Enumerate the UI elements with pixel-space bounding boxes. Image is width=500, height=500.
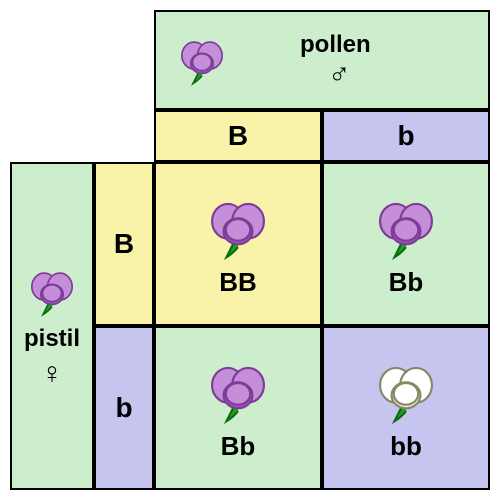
flower-icon xyxy=(370,191,442,263)
genotype-label: BB xyxy=(219,267,257,298)
cell-bb: bb xyxy=(322,326,490,490)
male-symbol-icon: ♂ xyxy=(328,59,351,89)
header-pollen: pollen ♂ xyxy=(154,10,490,110)
genotype-label: Bb xyxy=(221,431,256,462)
allele-label: B xyxy=(114,228,134,260)
female-symbol-icon: ♀ xyxy=(41,359,64,389)
flower-icon xyxy=(370,355,442,427)
cell-Bb-top: Bb xyxy=(322,162,490,326)
row-header-b: b xyxy=(94,326,154,490)
col-header-B: B xyxy=(154,110,322,162)
flower-icon xyxy=(202,191,274,263)
cell-Bb-left: Bb xyxy=(154,326,322,490)
cell-BB: BB xyxy=(154,162,322,326)
row-header-B: B xyxy=(94,162,154,326)
flower-icon xyxy=(202,355,274,427)
allele-label: B xyxy=(228,120,248,152)
flower-icon xyxy=(24,263,80,319)
col-header-b: b xyxy=(322,110,490,162)
flower-icon xyxy=(174,32,230,88)
genotype-label: bb xyxy=(390,431,422,462)
allele-label: b xyxy=(397,120,414,152)
allele-label: b xyxy=(115,392,132,424)
pistil-label: pistil xyxy=(24,325,80,353)
header-pistil: pistil ♀ xyxy=(10,162,94,490)
punnett-square: pollen ♂ B b pistil ♀ B b xyxy=(10,10,490,490)
pollen-label: pollen xyxy=(300,31,371,59)
genotype-label: Bb xyxy=(389,267,424,298)
